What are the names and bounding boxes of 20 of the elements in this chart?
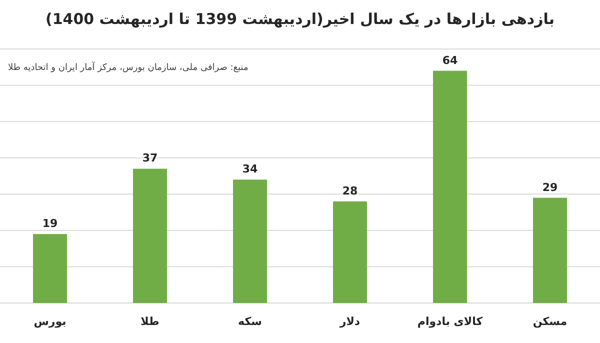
chart-title: بازدهی بازارها در یک سال اخیر(اردیبهشت 1399 تا اردیبهشت 1400) (45, 10, 555, 28)
x-tick-label: بورس (34, 315, 66, 328)
x-tick-label: مسکن (532, 315, 568, 328)
data-label: 37 (142, 152, 158, 165)
data-label: 64 (442, 54, 458, 67)
x-tick-label: سکه (238, 315, 262, 328)
bar (233, 180, 267, 303)
annotation: منبع: صرافی ملی، سازمان بورس، مرکز آمار ایران و اتحادیه طلا (8, 61, 248, 73)
data-label: 28 (342, 184, 358, 198)
bar (133, 168, 167, 303)
bar (533, 198, 567, 303)
x-tick-label: طلا (140, 315, 160, 328)
bar (33, 234, 67, 303)
bar (333, 201, 367, 303)
x-tick-label: دلار (338, 315, 360, 328)
x-tick-label: کالای بادوام (417, 315, 484, 328)
data-label: 34 (242, 162, 258, 176)
bar (433, 70, 467, 303)
data-label: 19 (42, 217, 58, 230)
data-label: 29 (542, 180, 558, 194)
